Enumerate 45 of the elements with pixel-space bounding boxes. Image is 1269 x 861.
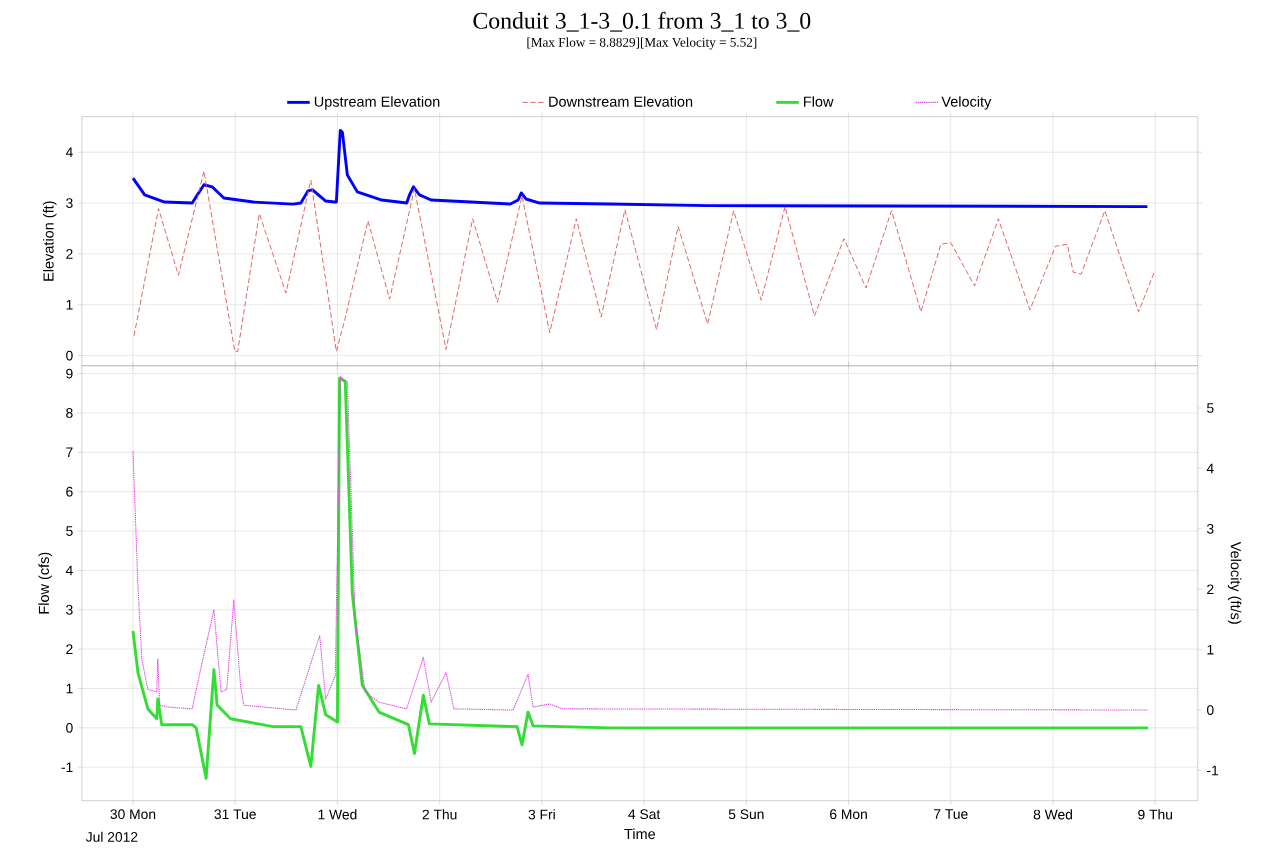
y-tick-label: 9 [66, 368, 73, 379]
y-tick-label: 8 [66, 408, 73, 418]
x-tick-label: 3 Fri [528, 809, 555, 820]
y2-axis-title: Velocity (ft/s) [1227, 541, 1242, 624]
y-tick-label: 0 [66, 722, 73, 733]
y2-tick-label: 3 [1206, 523, 1214, 534]
x-axis-title: Time [624, 828, 656, 840]
text: Velocity [941, 96, 992, 110]
y2-tick-label: 0 [1206, 705, 1214, 715]
y-tick-label: 7 [66, 447, 73, 458]
text: Flow [804, 96, 834, 107]
y-tick-label: 2 [66, 249, 73, 259]
x-tick-label: 4 Sat [628, 809, 661, 820]
y2-tick-label: -1 [1207, 765, 1219, 776]
legend-label: Upstream Elevation [314, 96, 440, 110]
y-tick-label: 4 [65, 147, 73, 158]
x-tick-label: 8 Wed [1033, 809, 1072, 820]
text: Jul 2012 [85, 831, 138, 842]
y-tick-label: 6 [66, 486, 73, 497]
chart-subtitle: [Max Flow = 8.8829][Max Velocity = 5.52] [527, 37, 757, 50]
y-tick-label: 1 [66, 683, 73, 694]
y-tick-label: 5 [66, 526, 73, 536]
y-tick-label: -1 [61, 762, 73, 772]
legend-label: Downstream Elevation [549, 96, 693, 107]
x-tick-label: 7 Tue [934, 809, 968, 819]
y-axis-title: Elevation (ft) [43, 201, 57, 281]
x-tick-label: 30 Mon [110, 809, 156, 820]
x-tick-label: 31 Tue [214, 809, 256, 820]
x-tick-label: 6 Mon [830, 809, 867, 820]
y2-tick-label: 4 [1206, 463, 1214, 474]
y-tick-label: 0 [66, 350, 73, 361]
y-tick-label: 3 [66, 604, 73, 615]
y2-tick-label: 2 [1207, 584, 1214, 595]
y2-tick-label: 1 [1207, 644, 1214, 655]
y-tick-label: 2 [66, 644, 73, 654]
y-tick-label: 1 [66, 300, 73, 310]
x-tick-label: 1 Wed [318, 809, 357, 820]
y-tick-label: 3 [66, 198, 73, 208]
y2-tick-label: 5 [1207, 403, 1214, 413]
chart-title: Conduit 3_1-3_0.1 from 3_1 to 3_0 [473, 11, 811, 32]
x-tick-label: 5 Sun [728, 809, 764, 820]
y-tick-label: 4 [65, 565, 73, 576]
x-tick-label: 2 Thu [422, 809, 457, 820]
y-axis-title: Flow (cfs) [38, 552, 52, 614]
x-tick-label: 9 Thu [1138, 809, 1173, 820]
